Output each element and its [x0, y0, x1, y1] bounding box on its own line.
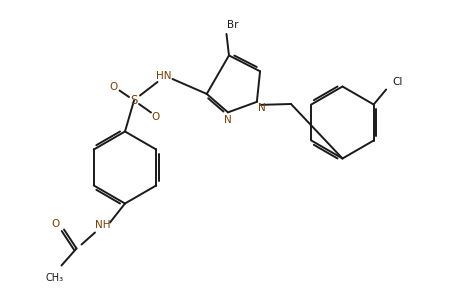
Text: Br: Br	[227, 20, 238, 30]
Text: N: N	[224, 115, 232, 125]
Text: CH₃: CH₃	[45, 273, 64, 284]
Text: Cl: Cl	[393, 77, 403, 86]
Text: O: O	[52, 220, 60, 229]
Text: N: N	[258, 103, 266, 113]
Text: S: S	[131, 94, 138, 107]
Text: O: O	[152, 111, 160, 122]
Text: NH: NH	[95, 220, 110, 230]
Text: HN: HN	[156, 70, 172, 81]
Text: O: O	[109, 81, 117, 92]
